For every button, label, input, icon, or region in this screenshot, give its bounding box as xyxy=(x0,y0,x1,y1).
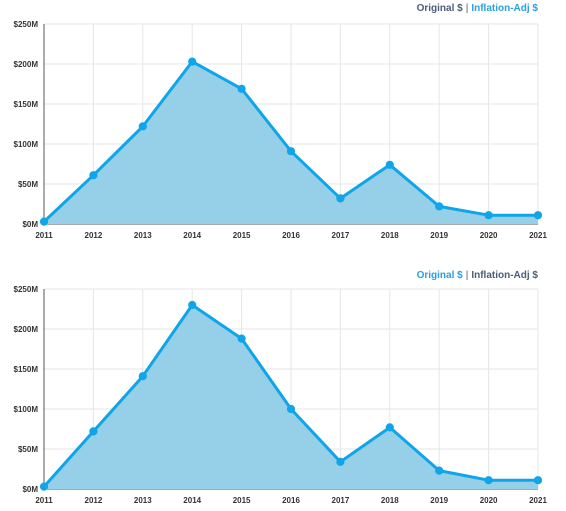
x-tick-label: 2011 xyxy=(35,231,53,240)
y-tick-label: $150M xyxy=(14,100,39,109)
data-point xyxy=(336,194,345,203)
data-point xyxy=(138,372,147,381)
area-chart-inflation-adjusted: $0M $50M $100M $150M $200M $250M 2011 2012 2013 2… xyxy=(14,285,548,505)
data-point xyxy=(336,457,345,466)
x-tick-label: 2014 xyxy=(183,231,201,240)
chart-panel-inflation-adjusted: Original $ | Inflation-Adj $ $0M $50M $100M $… xyxy=(0,266,566,511)
area-fill xyxy=(44,61,538,224)
data-point xyxy=(484,476,493,485)
data-point xyxy=(533,476,543,485)
data-point xyxy=(138,122,147,131)
original-dollars-toggle[interactable]: Original $ xyxy=(416,270,463,281)
data-point xyxy=(385,160,394,169)
x-tick-label: 2012 xyxy=(85,231,103,240)
y-tick-label: $50M xyxy=(18,445,38,454)
currency-toggle: Original $ | Inflation-Adj $ xyxy=(417,270,538,282)
x-tick-label: 2013 xyxy=(134,231,152,240)
x-tick-label: 2017 xyxy=(332,231,350,240)
y-tick-label: $50M xyxy=(18,180,38,189)
data-point xyxy=(89,171,98,180)
area-fill xyxy=(44,305,538,489)
toggle-separator: | xyxy=(465,270,469,281)
data-point xyxy=(89,427,98,436)
x-tick-label: 2021 xyxy=(529,231,547,240)
data-point xyxy=(435,466,444,475)
area-chart-original: $0M $50M $100M $150M $200M $250M 2011 2012 2013 2… xyxy=(14,20,548,240)
data-point xyxy=(237,84,246,93)
y-tick-label: $100M xyxy=(14,405,39,414)
y-tick-label: $250M xyxy=(14,20,39,29)
data-point xyxy=(385,423,394,432)
data-point xyxy=(237,334,246,343)
y-tick-label: $150M xyxy=(14,365,39,374)
data-point xyxy=(533,211,543,220)
data-point xyxy=(435,202,444,211)
x-tick-label: 2016 xyxy=(282,231,300,240)
inflation-adjusted-toggle[interactable]: Inflation-Adj $ xyxy=(471,270,538,281)
currency-toggle: Original $ | Inflation-Adj $ xyxy=(417,3,538,15)
x-tick-label: 2020 xyxy=(480,496,498,505)
x-tick-label: 2014 xyxy=(183,496,201,505)
x-tick-label: 2021 xyxy=(529,496,547,505)
y-tick-label: $0M xyxy=(22,485,38,494)
data-point xyxy=(188,57,197,66)
x-tick-label: 2018 xyxy=(381,231,399,240)
data-point xyxy=(188,300,197,310)
toggle-separator: | xyxy=(465,3,469,14)
data-point xyxy=(286,147,296,156)
x-tick-label: 2013 xyxy=(134,496,152,505)
y-tick-label: $200M xyxy=(14,325,39,334)
x-tick-label: 2020 xyxy=(480,231,498,240)
x-tick-label: 2017 xyxy=(332,496,350,505)
x-tick-label: 2015 xyxy=(233,496,251,505)
x-tick-label: 2011 xyxy=(35,496,53,505)
data-point xyxy=(286,404,296,414)
chart-panel-original: Original $ | Inflation-Adj $ $0M $50M $100M $… xyxy=(0,0,566,250)
y-tick-label: $200M xyxy=(14,60,39,69)
y-tick-label: $250M xyxy=(14,285,39,294)
y-tick-label: $0M xyxy=(22,220,38,229)
data-point xyxy=(39,217,49,226)
x-tick-label: 2012 xyxy=(85,496,103,505)
data-point xyxy=(39,482,49,491)
data-point xyxy=(484,211,493,220)
x-tick-label: 2016 xyxy=(282,496,300,505)
x-tick-label: 2015 xyxy=(233,231,251,240)
x-tick-label: 2019 xyxy=(430,231,448,240)
x-tick-label: 2019 xyxy=(430,496,448,505)
inflation-adjusted-toggle[interactable]: Inflation-Adj $ xyxy=(471,3,538,14)
x-tick-label: 2018 xyxy=(381,496,399,505)
y-tick-label: $100M xyxy=(14,140,39,149)
original-dollars-toggle[interactable]: Original $ xyxy=(416,3,463,14)
